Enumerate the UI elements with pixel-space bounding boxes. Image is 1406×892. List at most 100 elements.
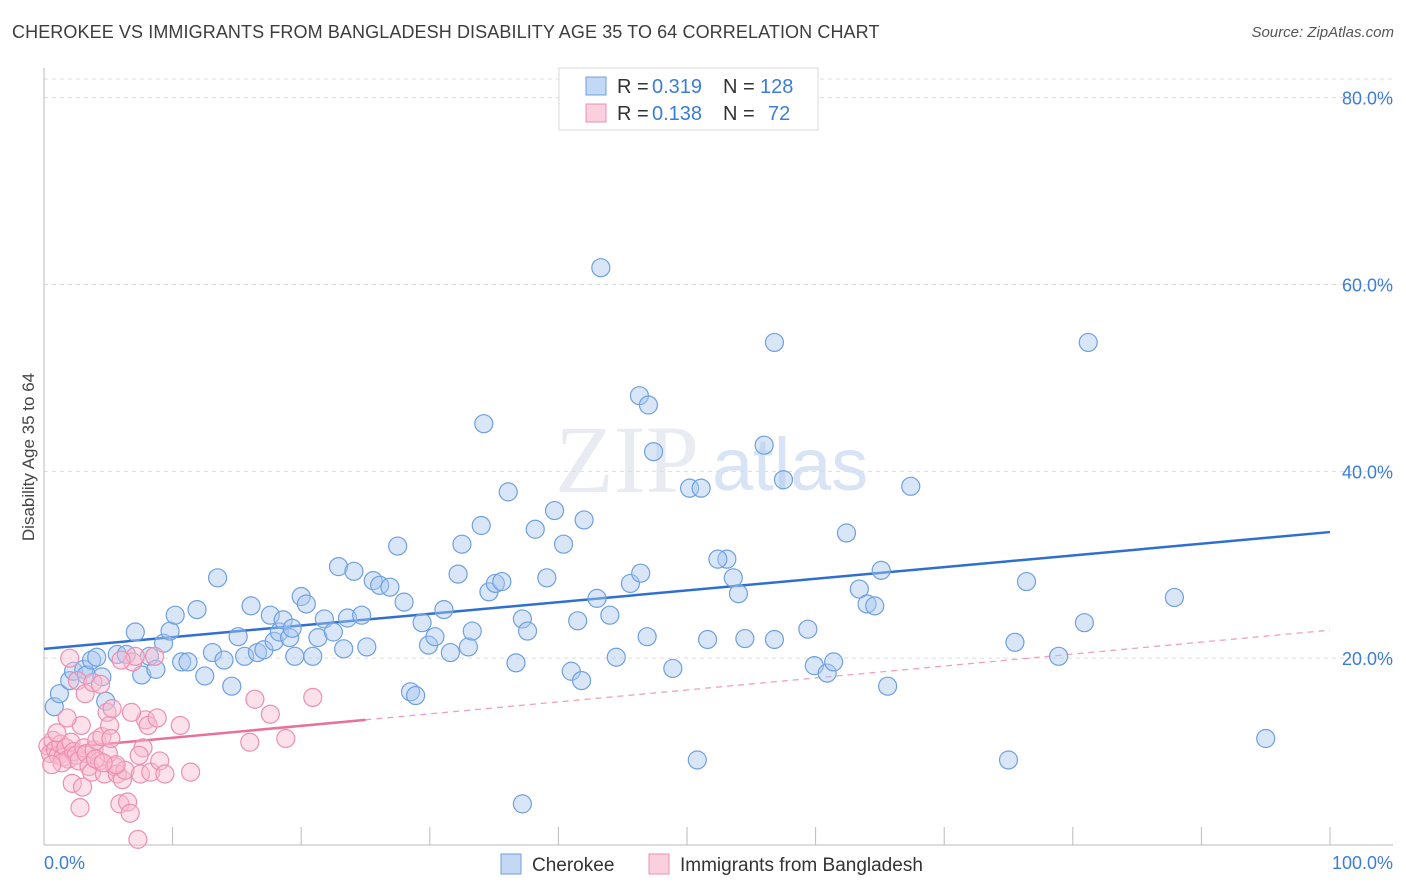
cherokee-point bbox=[76, 665, 97, 685]
data-points bbox=[38, 258, 1276, 849]
bangladesh-point bbox=[181, 762, 201, 782]
bangladesh-point bbox=[245, 689, 265, 709]
cherokee-point bbox=[754, 435, 774, 455]
cherokee-point bbox=[587, 588, 607, 608]
cherokee-point bbox=[728, 584, 749, 604]
bangladesh-point bbox=[147, 708, 167, 728]
cherokee-point bbox=[620, 573, 641, 594]
cherokee-point bbox=[195, 666, 215, 686]
legend-swatch-cherokee bbox=[585, 76, 607, 96]
cherokee-point bbox=[303, 646, 323, 666]
legend-n-label-0: N = bbox=[723, 76, 755, 98]
cherokee-point bbox=[631, 563, 651, 583]
cherokee-point bbox=[87, 647, 107, 667]
cherokee-point bbox=[328, 557, 349, 577]
cherokee-point bbox=[334, 639, 354, 659]
cherokee-point bbox=[506, 653, 526, 673]
cherokee-point bbox=[568, 611, 588, 631]
cherokee-point bbox=[606, 647, 626, 667]
cherokee-point bbox=[553, 534, 574, 554]
source-label: Source: ZipAtlas.com bbox=[1251, 24, 1394, 41]
cherokee-point bbox=[458, 637, 478, 657]
bangladesh-point bbox=[129, 745, 149, 765]
cherokee-point bbox=[764, 332, 785, 353]
cherokee-point bbox=[394, 592, 414, 612]
cherokee-point bbox=[687, 750, 707, 770]
watermark-atlas: atlas bbox=[712, 423, 868, 506]
cherokee-point bbox=[285, 646, 305, 666]
cherokee-point bbox=[723, 568, 743, 588]
cherokee-point bbox=[525, 519, 545, 539]
cherokee-point bbox=[1078, 332, 1098, 353]
cherokee-point bbox=[214, 650, 234, 670]
cherokee-point bbox=[691, 478, 711, 498]
cherokee-point bbox=[764, 629, 785, 650]
legend-r-label-1: R = bbox=[617, 103, 649, 125]
cherokee-point bbox=[314, 609, 334, 629]
cherokee-point bbox=[537, 568, 557, 588]
cherokee-point bbox=[296, 594, 316, 614]
cherokee-point bbox=[1016, 571, 1037, 592]
bottom-legend-label-cherokee: Cherokee bbox=[532, 855, 614, 876]
cherokee-point bbox=[735, 628, 755, 649]
cherokee-point bbox=[1256, 728, 1276, 749]
cherokee-point bbox=[773, 470, 794, 490]
cherokee-point bbox=[208, 568, 228, 588]
cherokee-point bbox=[871, 560, 891, 580]
cherokee-point bbox=[679, 478, 700, 498]
bangladesh-point bbox=[87, 730, 107, 750]
cherokee-point bbox=[998, 750, 1019, 770]
legend-r-label-0: R = bbox=[617, 76, 649, 98]
y-tick-label: 80.0% bbox=[1342, 89, 1393, 109]
bangladesh-point bbox=[102, 699, 122, 719]
bangladesh-point bbox=[155, 764, 175, 784]
cherokee-point bbox=[836, 523, 857, 543]
bangladesh-point bbox=[90, 674, 111, 694]
cherokee-point bbox=[708, 549, 728, 569]
cherokee-point bbox=[824, 652, 844, 672]
bangladesh-point bbox=[170, 715, 190, 736]
bangladesh-point bbox=[93, 753, 113, 773]
cherokee-point bbox=[591, 258, 611, 278]
legend: R = 0.319 N = 128 R = 0.138 N = 72 bbox=[558, 67, 819, 131]
bangladesh-point bbox=[128, 829, 148, 849]
cherokee-point bbox=[637, 627, 657, 647]
bangladesh-point bbox=[47, 723, 67, 743]
cherokee-point bbox=[337, 608, 358, 628]
cherokee-point bbox=[187, 599, 207, 620]
cherokee-point bbox=[663, 658, 683, 679]
cherokee-point bbox=[485, 573, 505, 594]
legend-swatch-bangladesh bbox=[585, 103, 607, 123]
cherokee-point bbox=[512, 609, 532, 629]
cherokee-point bbox=[425, 627, 445, 647]
cherokee-point bbox=[492, 571, 512, 592]
bangladesh-point bbox=[303, 687, 323, 708]
cherokee-point bbox=[498, 482, 518, 502]
cherokee-point bbox=[448, 564, 468, 584]
cherokee-point bbox=[269, 622, 289, 642]
cherokee-point bbox=[282, 618, 302, 638]
cherokee-point bbox=[574, 510, 594, 530]
cherokee-point bbox=[132, 665, 152, 685]
y-tick-labels: 20.0% 40.0% 60.0% 80.0% bbox=[1342, 89, 1393, 669]
bangladesh-point bbox=[72, 777, 93, 797]
cherokee-point bbox=[474, 414, 494, 434]
cherokee-point bbox=[323, 622, 343, 642]
cherokee-point bbox=[434, 599, 454, 620]
bottom-legend-swatch-cherokee bbox=[500, 853, 522, 875]
cherokee-point bbox=[412, 613, 432, 633]
cherokee-point bbox=[857, 594, 877, 614]
bangladesh-point bbox=[62, 773, 82, 793]
bangladesh-point bbox=[42, 755, 62, 775]
cherokee-point bbox=[512, 794, 532, 814]
bangladesh-point bbox=[120, 803, 140, 823]
bangladesh-point bbox=[125, 646, 145, 666]
watermark-zip: ZIP bbox=[555, 406, 699, 513]
cherokee-point bbox=[878, 676, 898, 696]
bangladesh-point bbox=[115, 760, 135, 780]
bangladesh-point bbox=[260, 704, 280, 724]
chart-title: CHEROKEE VS IMMIGRANTS FROM BANGLADESH D… bbox=[12, 22, 880, 42]
legend-n-value-1: 72 bbox=[768, 103, 790, 125]
gridlines bbox=[44, 78, 1393, 659]
